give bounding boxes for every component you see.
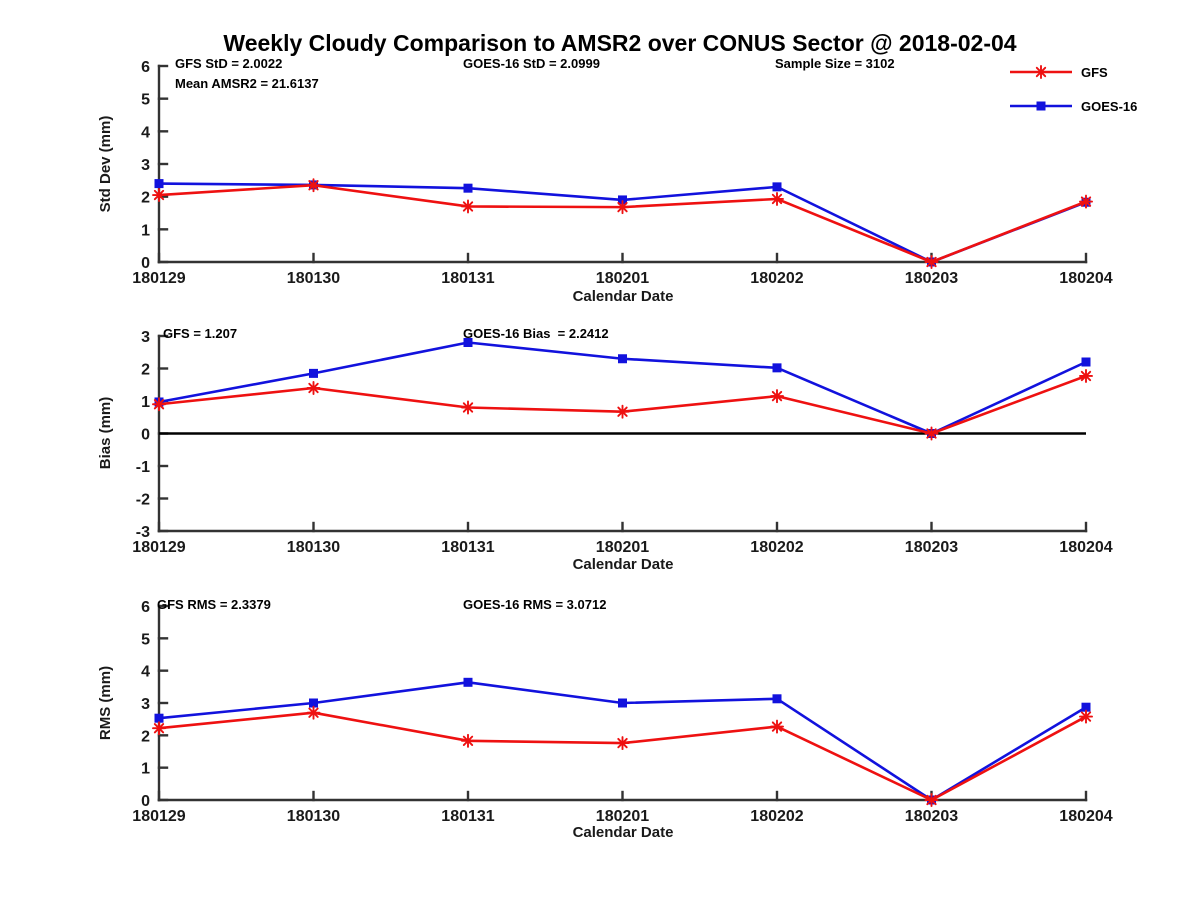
- svg-text:180131: 180131: [441, 808, 494, 825]
- figure-title: Weekly Cloudy Comparison to AMSR2 over C…: [223, 30, 1017, 56]
- svg-text:2: 2: [141, 190, 150, 207]
- svg-text:0: 0: [141, 793, 150, 810]
- series-gfs-rms: [152, 705, 1093, 807]
- svg-text:2: 2: [141, 362, 150, 379]
- legend-item-goes16: GOES-16: [1008, 97, 1137, 115]
- annotation-goes16-bias: GOES-16 Bias = 2.2412: [463, 326, 609, 341]
- svg-text:0: 0: [141, 255, 150, 272]
- svg-text:180129: 180129: [132, 808, 185, 825]
- svg-text:3: 3: [141, 157, 150, 174]
- svg-text:180129: 180129: [132, 270, 185, 287]
- svg-text:4: 4: [141, 124, 150, 141]
- svg-text:180204: 180204: [1059, 270, 1112, 287]
- svg-text:-3: -3: [136, 524, 150, 541]
- annotation-gfs-bias: GFS = 1.207: [163, 326, 238, 341]
- svg-text:180201: 180201: [596, 539, 649, 556]
- subplot-stddev: 0 1 2 3 4 5 6 180129 180130 180131 180201 180202 180…: [132, 59, 1112, 287]
- svg-text:180130: 180130: [287, 808, 340, 825]
- svg-text:180201: 180201: [596, 808, 649, 825]
- svg-text:180204: 180204: [1059, 808, 1112, 825]
- annotation-mean-amsr2: Mean AMSR2 = 21.6137: [175, 76, 319, 91]
- x-axis-label-stddev: Calendar Date: [572, 288, 674, 305]
- svg-text:6: 6: [141, 59, 150, 76]
- svg-text:180131: 180131: [441, 270, 494, 287]
- svg-text:4: 4: [141, 664, 150, 681]
- svg-text:180129: 180129: [132, 539, 185, 556]
- subplot-rms: 0 1 2 3 4 5 6 180129 180130 180131 180201 180202 180…: [132, 599, 1112, 825]
- svg-text:5: 5: [141, 92, 150, 109]
- svg-text:1: 1: [141, 222, 150, 239]
- svg-text:-1: -1: [136, 459, 150, 476]
- legend-label-gfs: GFS: [1081, 64, 1108, 80]
- annotation-goes16-rms: GOES-16 RMS = 3.0712: [463, 597, 607, 612]
- goes16-line-marker-icon: [1010, 101, 1072, 111]
- svg-text:180201: 180201: [596, 270, 649, 287]
- svg-text:180204: 180204: [1059, 539, 1112, 556]
- svg-text:3: 3: [141, 329, 150, 346]
- svg-text:180203: 180203: [905, 539, 958, 556]
- svg-text:-2: -2: [136, 492, 150, 509]
- series-gfs-bias: [152, 369, 1093, 441]
- subplot-bias: -3 -2 -1 0 1 2 3 180129 180130 180131 180201 180202…: [132, 329, 1112, 556]
- svg-text:2: 2: [141, 728, 150, 745]
- x-axis-label-rms: Calendar Date: [572, 824, 674, 841]
- x-axis-label-bias: Calendar Date: [572, 556, 674, 573]
- svg-text:180202: 180202: [750, 270, 803, 287]
- svg-text:180203: 180203: [905, 270, 958, 287]
- svg-text:3: 3: [141, 696, 150, 713]
- y-axis-label-rms: RMS (mm): [97, 665, 114, 741]
- svg-text:180130: 180130: [287, 270, 340, 287]
- gfs-line-marker-icon: [1010, 65, 1072, 79]
- svg-text:180131: 180131: [441, 539, 494, 556]
- annotation-gfs-std: GFS StD = 2.0022: [175, 56, 283, 71]
- legend-label-goes16: GOES-16: [1081, 98, 1138, 114]
- svg-text:1: 1: [141, 761, 150, 778]
- legend-item-gfs: GFS: [1008, 63, 1108, 81]
- svg-text:5: 5: [141, 631, 150, 648]
- svg-text:0: 0: [141, 427, 150, 444]
- y-axis-label-stddev: Std Dev (mm): [97, 115, 114, 213]
- svg-text:6: 6: [141, 599, 150, 616]
- y-axis-label-bias: Bias (mm): [97, 396, 114, 470]
- series-gfs-stddev: [152, 178, 1093, 269]
- svg-text:180203: 180203: [905, 808, 958, 825]
- annotation-sample-size: Sample Size = 3102: [775, 56, 895, 71]
- annotation-goes16-std: GOES-16 StD = 2.0999: [463, 56, 600, 71]
- svg-text:180202: 180202: [750, 808, 803, 825]
- series-goes-16-bias: [154, 338, 1091, 438]
- svg-text:180130: 180130: [287, 539, 340, 556]
- svg-text:180202: 180202: [750, 539, 803, 556]
- annotation-gfs-rms: GFS RMS = 2.3379: [157, 597, 271, 612]
- svg-text:1: 1: [141, 394, 150, 411]
